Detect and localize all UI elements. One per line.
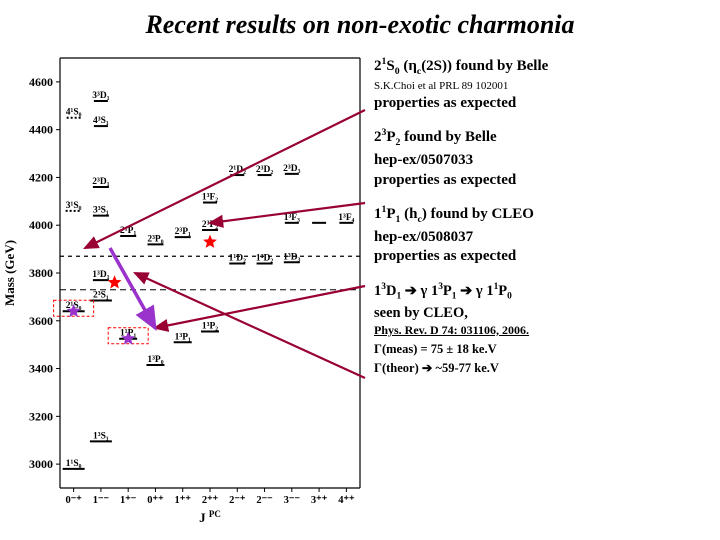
- svg-text:2³D₃: 2³D₃: [283, 164, 300, 174]
- content-row: 3000 3200 3400 3600 3800 4000 4200 4400 4600 Mass…: [0, 48, 720, 538]
- svg-text:4000: 4000: [29, 218, 53, 232]
- svg-text:4⁺⁺: 4⁺⁺: [338, 494, 355, 506]
- svg-text:3³S₁: 3³S₁: [93, 206, 109, 216]
- svg-text:2³P₀: 2³P₀: [147, 234, 163, 244]
- svg-text:3600: 3600: [29, 314, 53, 328]
- svg-text:2³D₂: 2³D₂: [256, 165, 273, 175]
- svg-text:2³S₁: 2³S₁: [93, 290, 109, 300]
- svg-text:1³P₀: 1³P₀: [147, 355, 163, 365]
- svg-text:1⁺⁻: 1⁺⁻: [120, 494, 137, 506]
- annotation-line: properties as expected: [374, 94, 714, 114]
- page-title: Recent results on non-exotic charmonia: [0, 0, 720, 48]
- svg-text:3200: 3200: [29, 409, 53, 423]
- annotation-block-1: 23P2 found by Bellehep-ex/0507033propert…: [374, 127, 714, 190]
- annotation-line: 13D1 ➔ γ 13P1 ➔ γ 11P0: [374, 281, 714, 303]
- svg-text:1³S₁: 1³S₁: [93, 431, 109, 441]
- annotation-cite: S.K.Choi et al PRL 89 102001: [374, 79, 714, 93]
- svg-text:2⁺⁺: 2⁺⁺: [202, 494, 219, 506]
- annotation-line: seen by CLEO,: [374, 304, 714, 323]
- annotation-block-0: 21S0 (ηc(2S)) found by BelleS.K.Choi et …: [374, 56, 714, 113]
- svg-text:0⁺⁺: 0⁺⁺: [147, 494, 164, 506]
- annotation-line: hep-ex/0508037: [374, 228, 714, 248]
- annotation-column: 21S0 (ηc(2S)) found by BelleS.K.Choi et …: [370, 48, 720, 538]
- svg-text:4200: 4200: [29, 170, 53, 184]
- annotation-line: 11P1 (hc) found by CLEO: [374, 204, 714, 227]
- svg-text:4¹S₀: 4¹S₀: [66, 108, 82, 118]
- svg-text:2⁻⁻: 2⁻⁻: [256, 495, 273, 506]
- svg-text:1³P₂: 1³P₂: [202, 322, 218, 332]
- svg-text:0⁻⁺: 0⁻⁺: [65, 494, 82, 506]
- svg-text:3⁺⁺: 3⁺⁺: [311, 494, 328, 506]
- svg-text:3800: 3800: [29, 266, 53, 280]
- svg-text:3³D₁: 3³D₁: [92, 91, 109, 101]
- annotation-line: properties as expected: [374, 171, 714, 191]
- svg-text:1⁺⁺: 1⁺⁺: [175, 494, 192, 506]
- svg-text:1³F₃: 1³F₃: [284, 213, 300, 223]
- svg-text:3¹S₀: 3¹S₀: [66, 201, 82, 211]
- svg-text:1⁻⁻: 1⁻⁻: [93, 495, 110, 506]
- annotation-block-2: 11P1 (hc) found by CLEOhep-ex/0508037pro…: [374, 204, 714, 267]
- svg-text:J PC: J PC: [199, 509, 221, 525]
- svg-text:1³D₂: 1³D₂: [256, 253, 273, 263]
- annotation-line: 21S0 (ηc(2S)) found by Belle: [374, 56, 714, 79]
- svg-text:1³D₃: 1³D₃: [283, 252, 300, 262]
- svg-text:1¹D₂: 1¹D₂: [229, 253, 246, 263]
- svg-text:1³P₁: 1³P₁: [175, 332, 191, 342]
- mass-spectrum-chart: 3000 3200 3400 3600 3800 4000 4200 4400 4600 Mass…: [0, 48, 370, 538]
- svg-text:3⁻⁻: 3⁻⁻: [284, 495, 301, 506]
- svg-text:1³F₂: 1³F₂: [202, 193, 218, 203]
- annotation-phys-ref: Phys. Rev. D 74: 031106, 2006.: [374, 323, 714, 339]
- svg-text:4600: 4600: [29, 75, 53, 89]
- annotation-line: hep-ex/0507033: [374, 151, 714, 171]
- svg-text:2³D₁: 2³D₁: [92, 177, 109, 187]
- svg-text:3400: 3400: [29, 362, 53, 376]
- svg-text:2⁻⁺: 2⁻⁺: [229, 494, 246, 506]
- annotation-gamma: Γ(meas) = 75 ± 18 ke.V: [374, 341, 714, 357]
- svg-text:1³F₄: 1³F₄: [338, 213, 354, 223]
- svg-text:3000: 3000: [29, 457, 53, 471]
- svg-text:1³D₁: 1³D₁: [92, 270, 109, 280]
- svg-text:4³S₁: 4³S₁: [93, 116, 109, 126]
- svg-text:2³P₁: 2³P₁: [175, 227, 191, 237]
- annotation-line: properties as expected: [374, 247, 714, 267]
- svg-text:Mass (GeV): Mass (GeV): [2, 240, 17, 306]
- svg-text:1¹S₀: 1¹S₀: [66, 459, 82, 469]
- annotation-block-3: 13D1 ➔ γ 13P1 ➔ γ 11P0seen by CLEO,Phys.…: [374, 281, 714, 377]
- annotation-gamma: Γ(theor) ➔ ~59-77 ke.V: [374, 360, 714, 376]
- annotation-line: 23P2 found by Belle: [374, 127, 714, 150]
- svg-text:4400: 4400: [29, 123, 53, 137]
